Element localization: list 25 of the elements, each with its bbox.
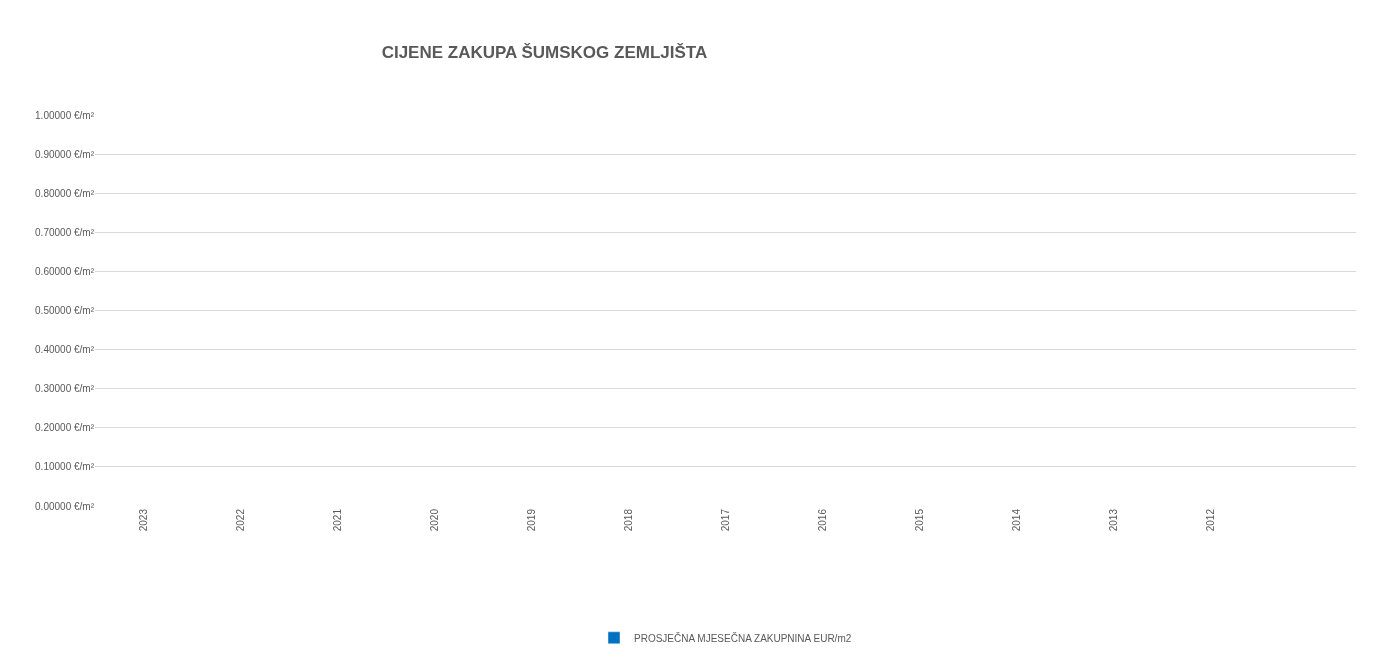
y-tick-label: 0.90000 €/m² [35, 148, 95, 160]
y-tick-label: 0.10000 €/m² [35, 461, 95, 473]
x-tick-label: 2014 [1010, 508, 1022, 532]
x-tick-label: 2022 [234, 508, 246, 532]
y-tick-label: 0.20000 €/m² [35, 422, 95, 434]
x-tick-label: 2020 [428, 508, 440, 532]
x-tick-label: 2017 [719, 508, 731, 532]
chart-title: CIJENE ZAKUPA ŠUMSKOG ZEMLJIŠTA [381, 43, 708, 63]
x-tick-label: 2013 [1107, 508, 1119, 532]
y-tick-label: 0.60000 €/m² [35, 265, 95, 277]
x-tick-label: 2019 [525, 508, 537, 532]
legend-label: PROSJEČNA MJESEČNA ZAKUPNINA EUR/m2 [634, 631, 852, 644]
y-tick-label: 0.70000 €/m² [35, 226, 95, 238]
x-tick-label: 2018 [622, 508, 634, 532]
y-tick-label: 0.80000 €/m² [35, 187, 95, 199]
x-tick-label: 2021 [331, 508, 343, 532]
x-tick-label: 2023 [137, 508, 149, 532]
y-tick-label: 0.30000 €/m² [35, 383, 95, 395]
y-tick-label: 0.40000 €/m² [35, 344, 95, 356]
x-tick-label: 2012 [1204, 508, 1216, 532]
y-tick-label: 0.00000 €/m² [35, 500, 95, 512]
y-tick-label: 0.50000 €/m² [35, 305, 95, 316]
y-tick-label: 1.00000 €/m² [35, 109, 95, 121]
x-tick-label: 2016 [816, 508, 828, 532]
x-tick-label: 2015 [913, 508, 925, 532]
